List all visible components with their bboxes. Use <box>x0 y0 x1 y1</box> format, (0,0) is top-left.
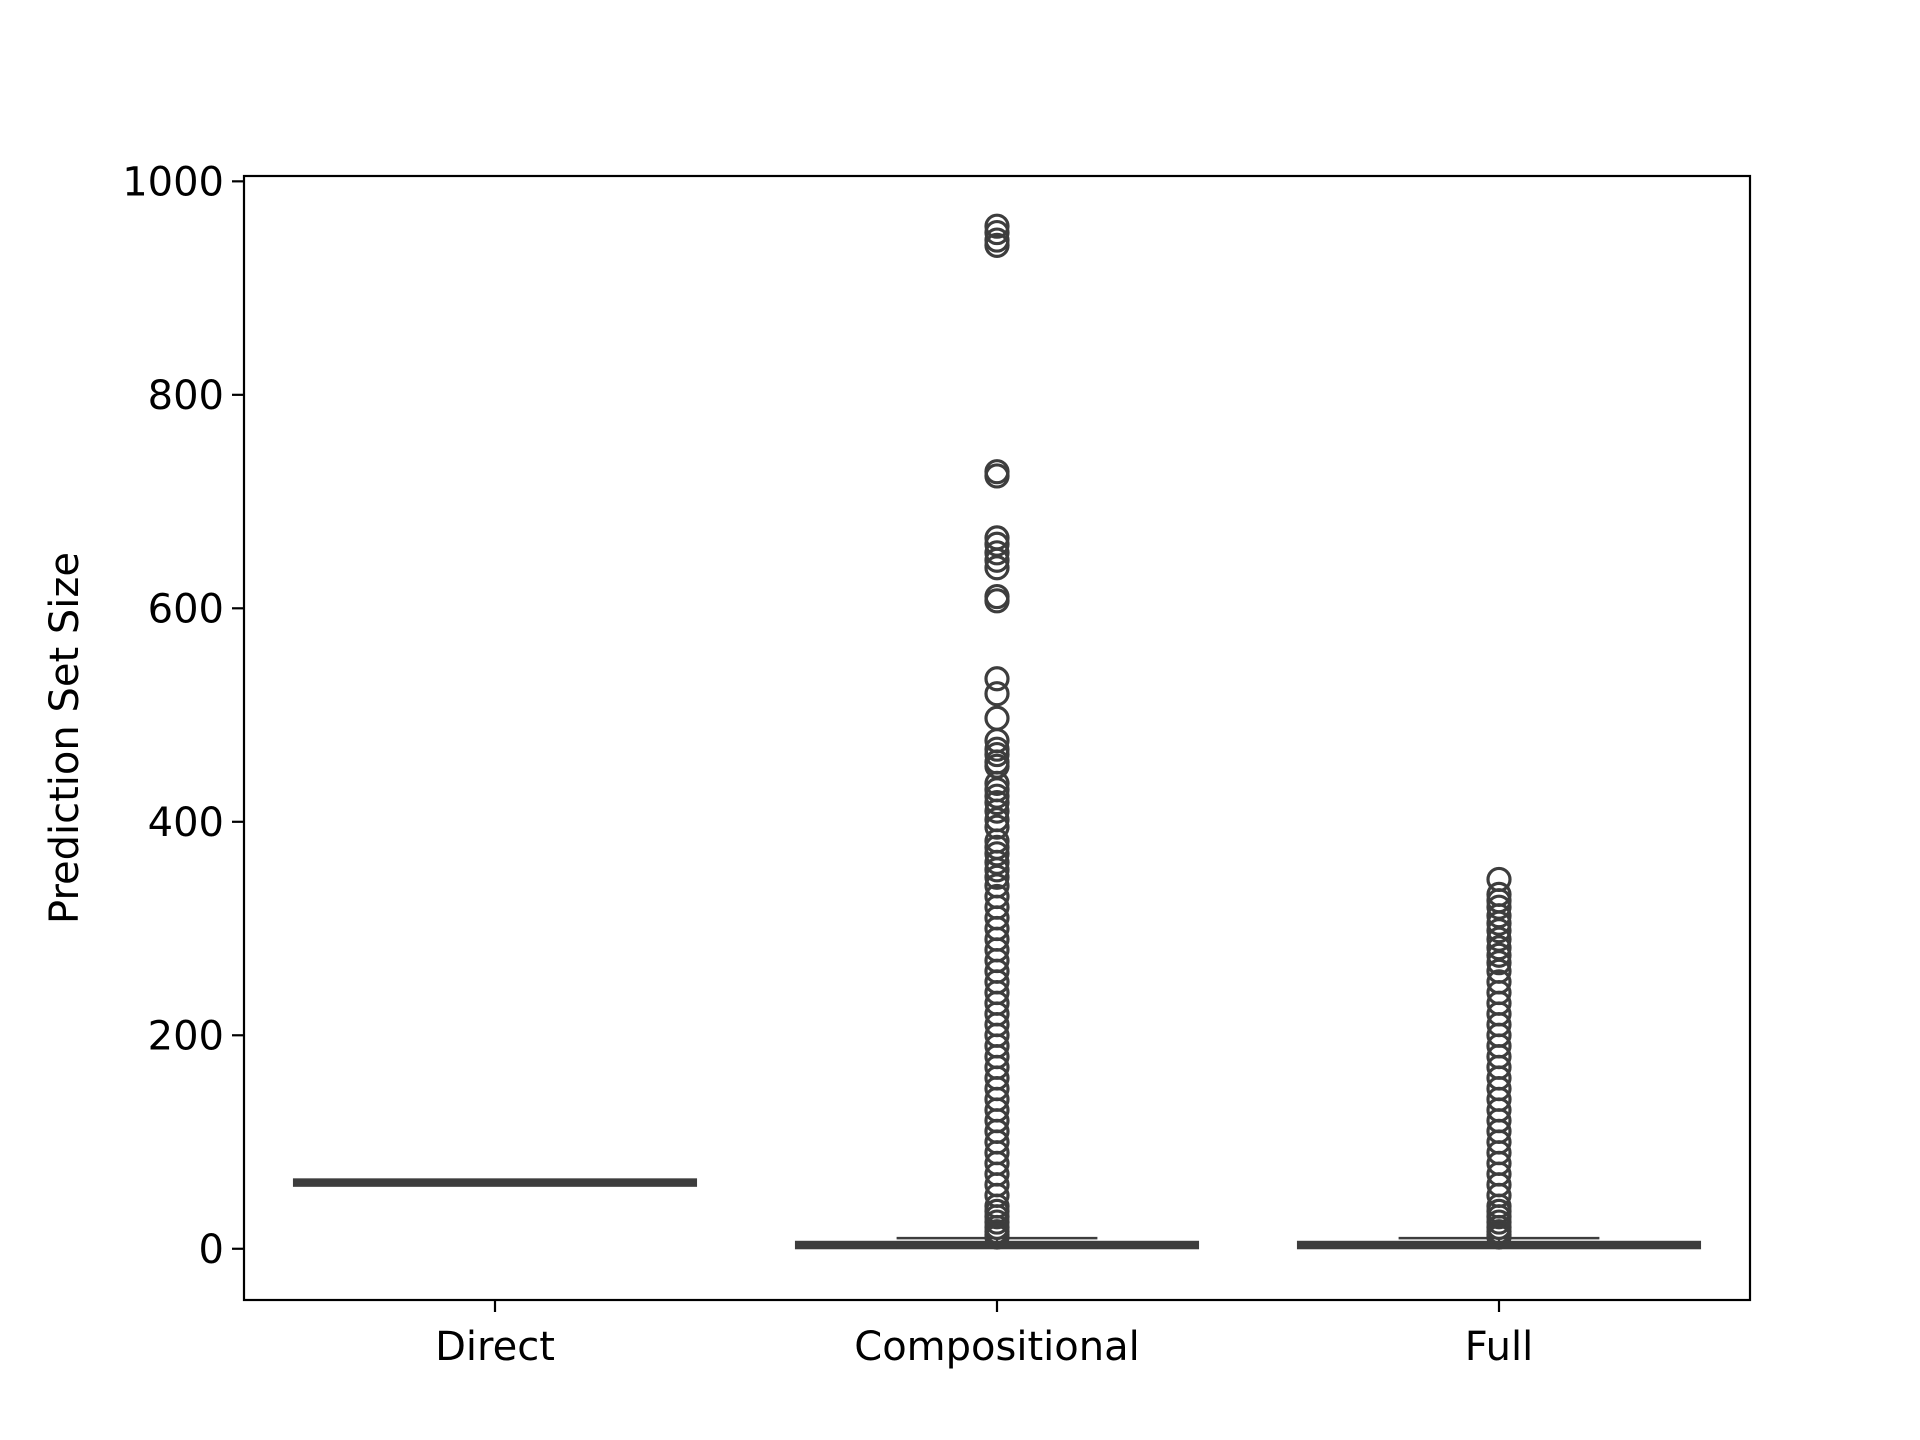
outlier-point <box>984 213 1010 239</box>
outlier-point <box>984 540 1010 566</box>
outlier-point <box>984 741 1010 768</box>
y-tick-label: 800 <box>148 373 224 419</box>
outlier-point <box>1486 918 1512 944</box>
box-group-compositional <box>794 213 1200 1250</box>
outlier-point <box>984 219 1010 246</box>
outlier-point <box>984 789 1010 816</box>
outlier-point <box>984 857 1010 883</box>
outlier-point <box>984 555 1010 581</box>
y-axis-label: Prediction Set Size <box>42 552 88 924</box>
x-tick-label: Full <box>1465 1324 1533 1370</box>
y-tick-label: 600 <box>148 586 224 632</box>
outlier-point <box>984 798 1010 824</box>
x-axis-ticks: Direct Compositional Full <box>435 1300 1533 1370</box>
y-tick-label: 200 <box>148 1013 224 1059</box>
axes-frame <box>242 174 1752 1302</box>
outlier-point <box>984 463 1010 489</box>
box-group-direct <box>292 1178 698 1187</box>
outlier-point <box>984 588 1010 614</box>
outlier-point <box>1486 950 1512 976</box>
outlier-point <box>984 864 1010 890</box>
x-tick-label: Direct <box>435 1324 555 1370</box>
y-tick-label: 1000 <box>122 159 224 205</box>
y-axis-ticks: 0 200 400 600 800 1000 <box>122 159 244 1273</box>
plot-marks <box>292 213 1702 1250</box>
outlier-point <box>1486 942 1512 968</box>
box-group-full <box>1296 866 1702 1250</box>
outlier-point <box>984 666 1010 692</box>
y-tick-label: 0 <box>199 1227 224 1273</box>
outlier-point <box>1486 1224 1512 1250</box>
outlier-point <box>984 814 1010 840</box>
outlier-point <box>984 1224 1010 1250</box>
y-tick-label: 400 <box>148 800 224 846</box>
outlier-point <box>1486 910 1512 936</box>
x-tick-label: Compositional <box>854 1324 1139 1370</box>
outlier-point <box>984 770 1010 796</box>
outlier-point <box>984 232 1010 258</box>
outlier-point <box>984 547 1010 573</box>
outlier-point <box>984 681 1010 707</box>
